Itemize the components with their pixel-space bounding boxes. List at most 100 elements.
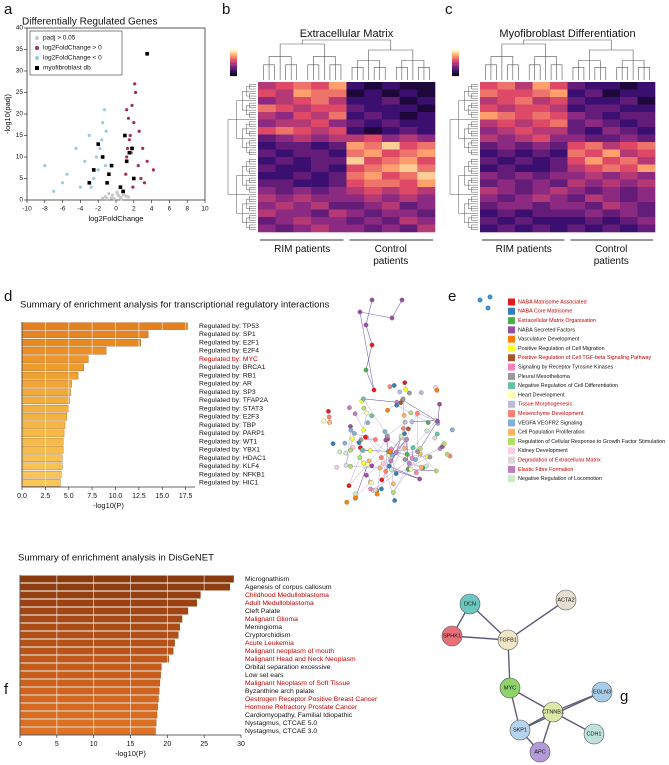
heatmap-cell	[311, 104, 330, 113]
heatmap-cell	[293, 149, 312, 158]
heatmap-cell	[602, 194, 621, 203]
heatmap-cell	[620, 82, 638, 90]
heatmap-cell	[328, 187, 347, 195]
heatmap-cell	[497, 119, 516, 128]
dendrogram	[227, 119, 256, 195]
network-node	[477, 297, 483, 303]
heatmap-cell	[567, 119, 586, 128]
heatmap-cell	[550, 104, 568, 113]
heatmap-cell	[480, 149, 498, 158]
bar	[21, 429, 65, 438]
heatmap-cell	[585, 127, 603, 135]
heatmap-cell	[417, 217, 436, 225]
bar	[19, 575, 234, 583]
point	[107, 172, 111, 176]
point	[52, 189, 56, 193]
point	[131, 185, 135, 189]
point	[142, 181, 147, 185]
heatmap-cell	[258, 172, 276, 180]
category-label: Regulated by: TP53	[199, 323, 259, 330]
network-edge	[359, 311, 393, 319]
network-node	[407, 390, 412, 396]
network-node	[364, 410, 370, 416]
heatmap-cell	[480, 112, 498, 120]
point	[145, 52, 149, 56]
dendrogram	[279, 43, 325, 80]
heatmap-cell	[497, 82, 516, 90]
heatmap-cell	[585, 104, 603, 113]
heatmap-cell	[293, 224, 312, 233]
network-edge	[385, 438, 388, 472]
category-label: Regulated by: E2F3	[199, 414, 259, 421]
heatmap-cell	[381, 119, 400, 128]
legend-swatch	[508, 317, 515, 325]
network-node	[400, 426, 406, 431]
legend-label: Cell Population Proliferation	[518, 430, 585, 436]
network-node	[497, 629, 519, 651]
network-edge	[387, 438, 416, 460]
legend-swatch	[508, 363, 515, 371]
dendrogram	[616, 67, 628, 80]
heatmap-cell	[417, 82, 436, 90]
dendrogram	[249, 168, 256, 174]
heatmap-cell	[417, 89, 436, 98]
heatmap-cell	[497, 217, 516, 225]
legend-swatch	[508, 298, 515, 306]
network-node	[379, 477, 385, 483]
network-node	[361, 405, 367, 411]
heatmap-cell	[381, 202, 400, 210]
network-node	[365, 462, 370, 467]
heatmap-cell	[275, 194, 294, 203]
heatmap-cell	[293, 194, 312, 203]
heatmap-cell	[567, 157, 586, 165]
heatmap-cell	[497, 89, 516, 98]
heatmap-cell	[381, 127, 400, 135]
heatmap-cell	[311, 172, 330, 180]
heatmap-cell	[532, 82, 551, 90]
dendrogram	[236, 100, 256, 139]
heatmap-cell	[381, 112, 400, 120]
point	[119, 197, 123, 201]
network-node	[387, 384, 393, 390]
legend-label: Regulation of Cellular Response to Growt…	[518, 439, 665, 445]
dendrogram	[242, 128, 256, 148]
heatmap-cell	[497, 142, 516, 150]
heatmap-cell	[567, 194, 586, 203]
network-node	[390, 481, 396, 487]
heatmap-cell	[364, 157, 383, 165]
dendrogram	[578, 60, 601, 80]
network-node	[402, 380, 408, 386]
heatmap-cell	[602, 202, 621, 210]
dendrogram	[242, 203, 256, 223]
network-node	[444, 451, 450, 457]
category-label: Cleft Palate	[245, 608, 280, 615]
heatmap-cell	[532, 142, 551, 150]
network-node	[424, 428, 430, 434]
bar	[21, 380, 72, 388]
heatmap-cell	[417, 179, 436, 188]
heatmap-cell	[515, 202, 533, 210]
heatmap-cell	[497, 112, 516, 120]
dendrogram	[471, 187, 478, 193]
heatmap-cell	[515, 89, 533, 98]
color-bar	[452, 51, 459, 53]
point	[101, 121, 105, 125]
heatmap-cell	[637, 224, 656, 233]
bar	[19, 647, 174, 655]
point	[74, 146, 78, 150]
dendrogram	[468, 105, 478, 116]
heatmap-cell	[585, 164, 603, 173]
node-label: TGFB1	[499, 637, 517, 643]
bar	[21, 479, 61, 487]
point	[145, 159, 149, 163]
legend-swatch	[508, 465, 515, 473]
dendrogram	[468, 86, 478, 97]
bar	[21, 454, 63, 462]
heatmap-cell	[258, 194, 276, 203]
heatmap-cell	[550, 217, 568, 225]
heatmap-cell	[497, 134, 516, 143]
network-node	[591, 681, 613, 703]
network-node	[352, 431, 357, 436]
heatmap-cell	[364, 82, 383, 90]
